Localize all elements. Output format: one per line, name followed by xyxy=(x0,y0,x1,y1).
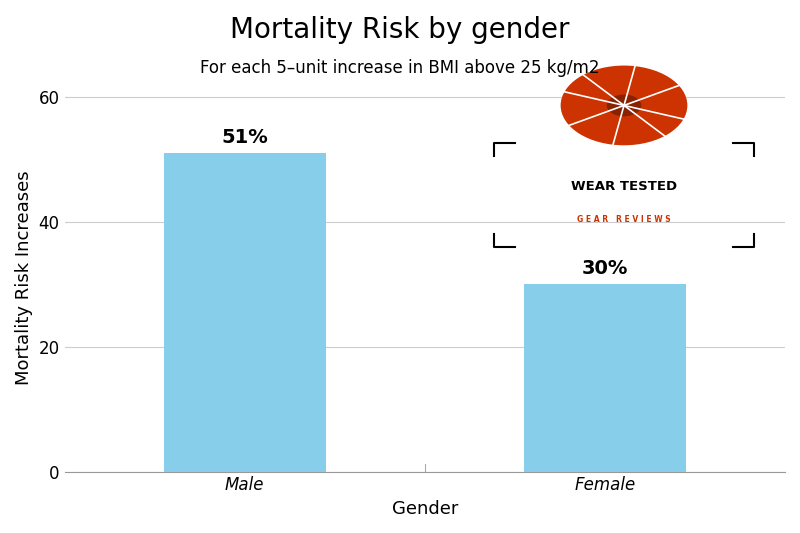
Bar xyxy=(164,153,326,472)
X-axis label: Gender: Gender xyxy=(391,500,458,518)
Text: WEAR TESTED: WEAR TESTED xyxy=(571,181,677,193)
Circle shape xyxy=(606,94,642,116)
Text: 30%: 30% xyxy=(582,259,628,278)
Bar xyxy=(524,284,686,472)
Text: Mortality Risk by gender: Mortality Risk by gender xyxy=(230,16,570,44)
Y-axis label: Mortality Risk Increases: Mortality Risk Increases xyxy=(15,171,33,385)
Text: 51%: 51% xyxy=(222,128,268,147)
Text: G E A R   R E V I E W S: G E A R R E V I E W S xyxy=(577,215,671,224)
Circle shape xyxy=(561,66,687,146)
Text: For each 5–unit increase in BMI above 25 kg/m2: For each 5–unit increase in BMI above 25… xyxy=(200,59,600,77)
